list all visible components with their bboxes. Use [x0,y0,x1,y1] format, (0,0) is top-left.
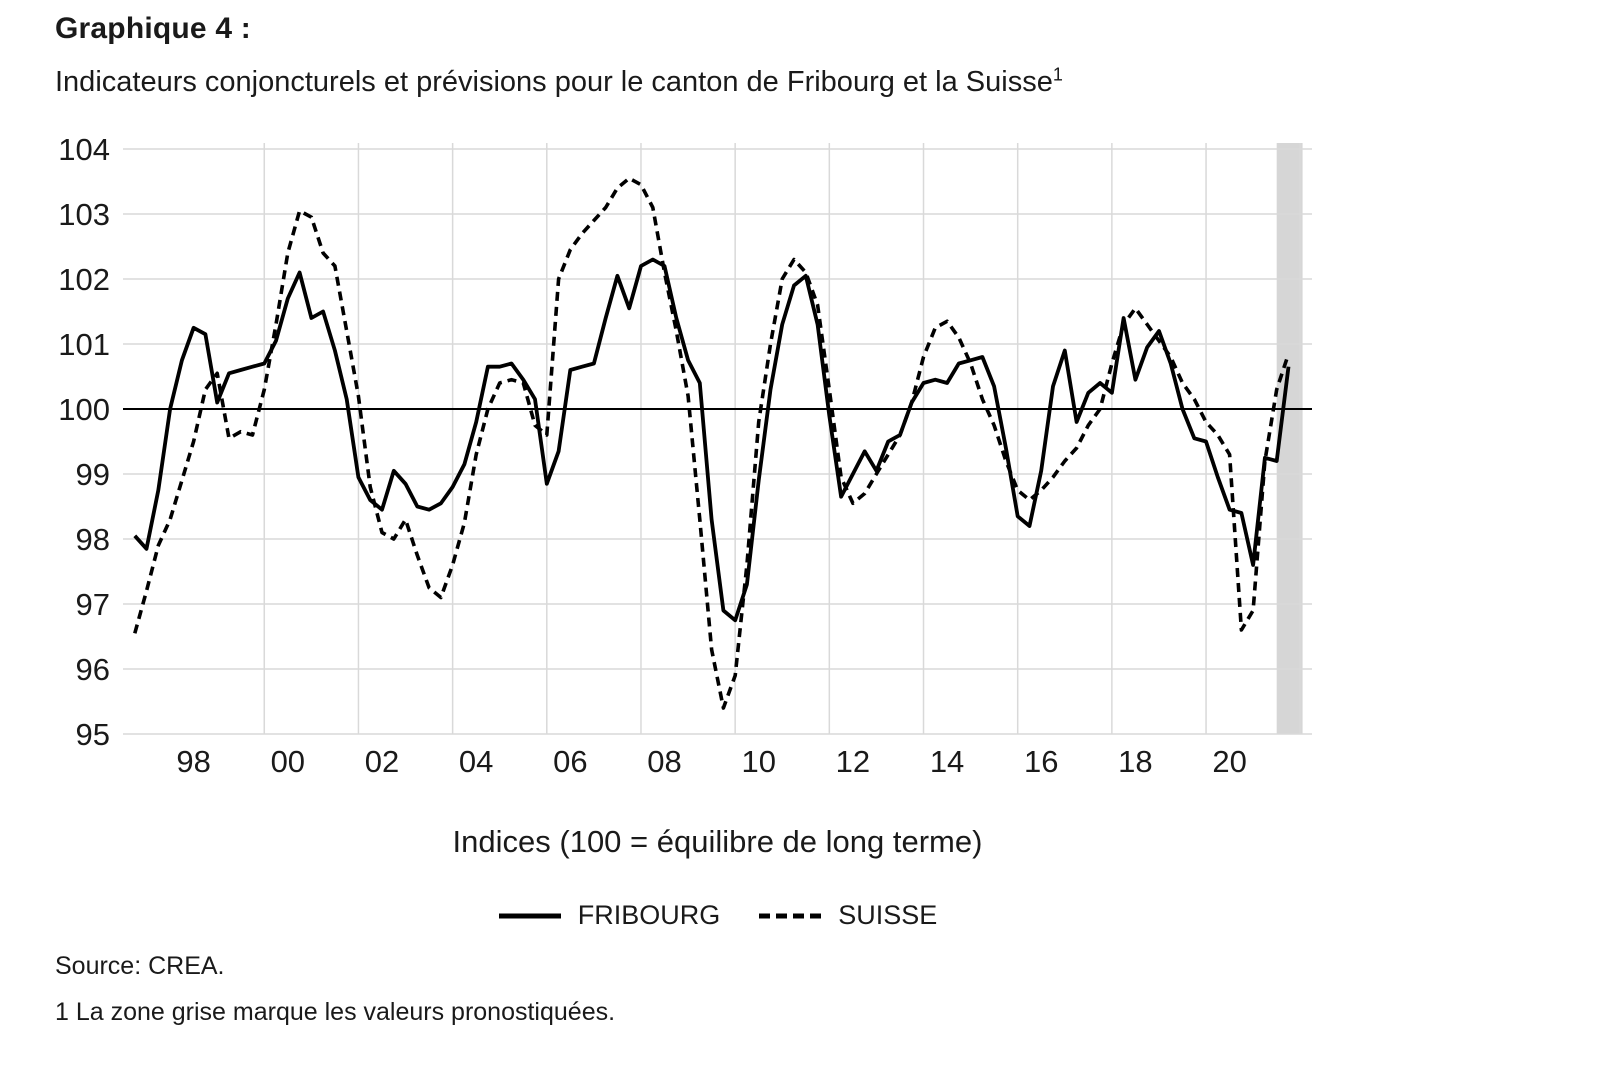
y-axis-tick-label: 98 [76,522,110,557]
legend-item-suisse: SUISSE [758,900,937,931]
y-axis-tick-label: 99 [76,457,110,492]
y-axis-tick-label: 97 [76,587,110,622]
x-axis-tick-label: 04 [459,744,493,779]
legend-label-fribourg: FRIBOURG [577,900,721,930]
y-axis-tick-label: 101 [58,327,110,362]
x-axis-tick-label: 16 [1024,744,1058,779]
y-axis-tick-label: 100 [58,392,110,427]
subtitle-text: Indicateurs conjoncturels et prévisions … [55,66,1053,98]
y-axis-tick-label: 102 [58,262,110,297]
x-axis-tick-label: 06 [553,744,587,779]
legend-label-suisse: SUISSE [838,900,938,930]
x-axis-tick-label: 20 [1212,744,1246,779]
y-axis-tick-label: 103 [58,197,110,232]
footnote-text: 1 La zone grise marque les valeurs prono… [55,998,616,1026]
chart-legend: FRIBOURG SUISSE [123,900,1312,931]
indicator-chart: 95 96 97 98 99 100 101 102 103 104 98 00 02 04 06 08 10 1… [58,132,1312,779]
figure-subtitle: Indicateurs conjoncturels et prévisions … [55,64,1063,99]
x-axis-tick-label: 98 [176,744,210,779]
x-axis-tick-label: 18 [1118,744,1152,779]
x-axis-tick-label: 12 [836,744,870,779]
y-axis-tick-label: 104 [58,132,110,167]
y-axis-tick-label: 96 [76,652,110,687]
source-note: Source: CREA. [55,952,225,980]
x-axis-tick-label: 08 [647,744,681,779]
footnote-marker: 1 [1052,64,1063,85]
solid-line-swatch [498,913,561,918]
x-axis-tick-label: 14 [930,744,964,779]
y-axis-tick-label: 95 [76,717,110,752]
series-line-fribourg [133,257,1291,623]
series-line-suisse [133,176,1291,710]
x-axis-tick-label: 02 [365,744,399,779]
dashed-line-swatch [759,913,822,918]
x-axis-tick-label: 00 [271,744,305,779]
chart-caption: Indices (100 = équilibre de long terme) [452,824,983,859]
x-axis-tick-label: 10 [741,744,775,779]
figure-title: Graphique 4 : [55,12,251,45]
legend-item-fribourg: FRIBOURG [498,900,721,931]
